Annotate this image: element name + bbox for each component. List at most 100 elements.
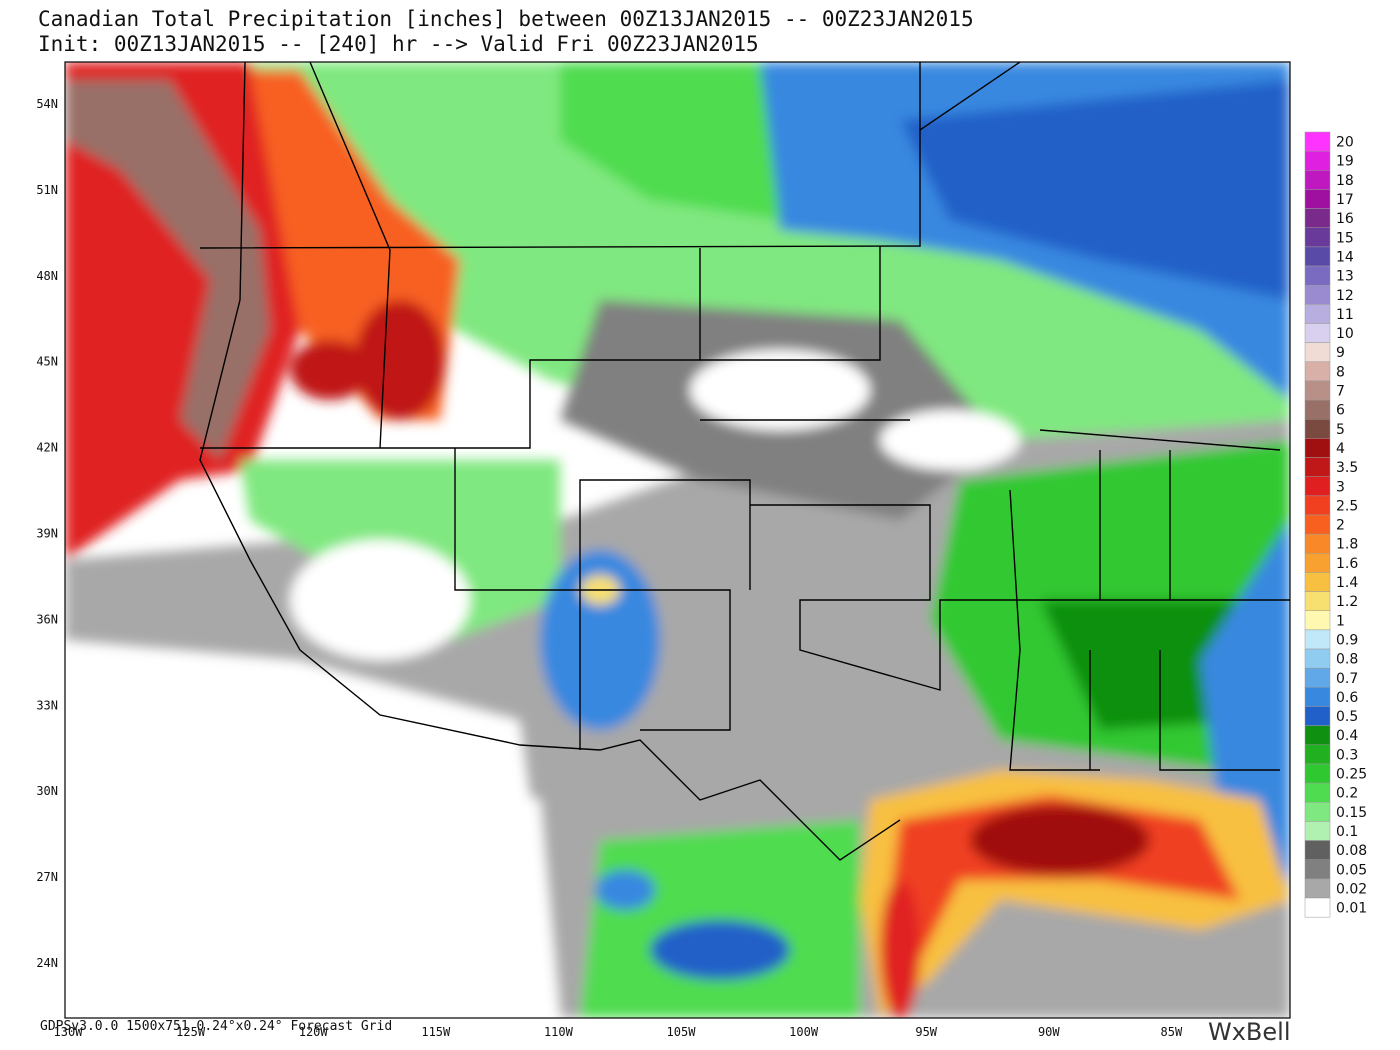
lon-label: 105W	[667, 1025, 697, 1039]
colorbar-label: 0.05	[1336, 862, 1367, 878]
colorbar-swatch	[1304, 131, 1331, 152]
colorbar-swatch	[1304, 419, 1331, 439]
colorbar-label: 0.15	[1336, 805, 1367, 821]
lon-label: 90W	[1038, 1025, 1060, 1039]
border-line	[1009, 489, 1280, 771]
shade	[690, 350, 870, 430]
colorbar-label: 1.4	[1336, 575, 1358, 591]
colorbar-label: 6	[1336, 403, 1345, 419]
border-line	[1039, 429, 1281, 600]
colorbar-swatch	[1304, 304, 1331, 324]
colorbar-label: 0.2	[1336, 786, 1358, 802]
colorbar-label: 1	[1336, 613, 1345, 629]
lon-label: 110W	[544, 1025, 574, 1039]
colorbar-label: 1.8	[1336, 537, 1358, 553]
colorbar-label: 0.7	[1336, 671, 1358, 687]
lon-label: 95W	[915, 1025, 937, 1039]
title: Canadian Total Precipitation [inches] be…	[38, 7, 974, 31]
border-line	[199, 62, 901, 861]
logo: WxBell	[1208, 1018, 1291, 1046]
colorbar-swatch	[1304, 438, 1331, 458]
colorbar-swatch	[1304, 667, 1331, 688]
colorbar-label: 0.6	[1336, 690, 1358, 706]
colorbar-swatch	[1304, 189, 1331, 209]
shade	[65, 80, 270, 460]
colorbar-label: 0.8	[1336, 652, 1358, 668]
colorbar-label: 7	[1336, 384, 1345, 400]
lon-label: 120W	[299, 1025, 329, 1039]
colorbar-label: 0.01	[1336, 901, 1367, 917]
shade	[650, 920, 790, 980]
colorbar-label: 16	[1336, 211, 1354, 227]
grid-info: GDPSv3.0.0 1500x751 0.24°x0.24° Forecast…	[40, 1019, 392, 1034]
colorbar: 20 19 18 17 16 15 14 13 12 11 10 9 8 7 6 5 4 3.5 3 2.5 2 1.8 1…	[1304, 131, 1367, 918]
colorbar-swatch	[1304, 533, 1331, 554]
colorbar-swatch	[1304, 380, 1331, 401]
boundaries	[199, 62, 1290, 861]
colorbar-swatch	[1304, 744, 1331, 765]
colorbar-swatch	[1304, 265, 1331, 286]
colorbar-label: 0.5	[1336, 709, 1358, 725]
colorbar-label: 0.1	[1336, 824, 1358, 840]
colorbar-label: 10	[1336, 326, 1354, 342]
lat-label: 54N	[36, 97, 58, 111]
colorbar-label: 13	[1336, 269, 1354, 285]
lat-label: 33N	[36, 698, 58, 712]
colorbar-label: 3.5	[1336, 460, 1358, 476]
colorbar-label: 2	[1336, 518, 1345, 534]
colorbar-swatch	[1304, 840, 1331, 860]
colorbar-swatch	[1304, 514, 1331, 535]
colorbar-swatch	[1304, 361, 1331, 382]
colorbar-swatch	[1304, 706, 1331, 726]
shade	[65, 62, 320, 560]
colorbar-swatch	[1304, 476, 1331, 497]
colorbar-label: 0.4	[1336, 728, 1358, 744]
lon-label: 100W	[789, 1025, 819, 1039]
colorbar-swatch	[1304, 495, 1331, 516]
lat-labels: 54N 51N 48N 45N 42N 39N 36N 33N 30N 27N 24N	[36, 97, 58, 970]
lon-label: 130W	[54, 1025, 84, 1039]
shade	[595, 870, 655, 910]
colorbar-swatch	[1304, 782, 1331, 803]
colorbar-swatch	[1304, 878, 1331, 899]
colorbar-label: 18	[1336, 173, 1354, 189]
subtitle: Init: 00Z13JAN2015 -- [240] hr --> Valid…	[38, 32, 759, 56]
colorbar-label: 0.02	[1336, 881, 1367, 897]
lat-label: 39N	[36, 527, 58, 541]
border-line	[750, 504, 1290, 691]
shade	[1200, 520, 1290, 880]
colorbar-label: 5	[1336, 422, 1345, 438]
colorbar-label: 15	[1336, 230, 1354, 246]
lat-label: 51N	[36, 183, 58, 197]
colorbar-swatch	[1304, 648, 1331, 669]
border-line	[579, 246, 910, 750]
shade	[580, 820, 860, 1018]
lat-label: 42N	[36, 441, 58, 455]
lat-label: 30N	[36, 784, 58, 798]
colorbar-swatch	[1304, 859, 1331, 880]
lon-label: 85W	[1161, 1025, 1183, 1039]
colorbar-label: 4	[1336, 441, 1345, 457]
colorbar-label: 11	[1336, 307, 1354, 323]
colorbar-swatch	[1304, 725, 1331, 746]
colorbar-swatch	[1304, 284, 1331, 305]
colorbar-swatch	[1304, 170, 1331, 190]
colorbar-label: 1.2	[1336, 594, 1358, 610]
lon-labels: 130W 125W 120W 115W 110W 105W 100W 95W 90W 85W	[54, 1025, 1183, 1039]
shade	[290, 540, 470, 660]
colorbar-swatch	[1304, 246, 1331, 267]
shade	[880, 880, 920, 1018]
colorbar-label: 1.6	[1336, 556, 1358, 572]
colorbar-label: 9	[1336, 345, 1345, 361]
precip-field	[65, 62, 1290, 1018]
border-line	[919, 62, 1021, 131]
lat-label: 36N	[36, 612, 58, 626]
colorbar-swatch	[1304, 150, 1331, 171]
lat-label: 27N	[36, 870, 58, 884]
colorbar-swatch	[1304, 629, 1331, 650]
colorbar-label: 17	[1336, 192, 1354, 208]
colorbar-label: 2.5	[1336, 498, 1358, 514]
lat-label: 48N	[36, 269, 58, 283]
colorbar-swatch	[1304, 572, 1331, 592]
